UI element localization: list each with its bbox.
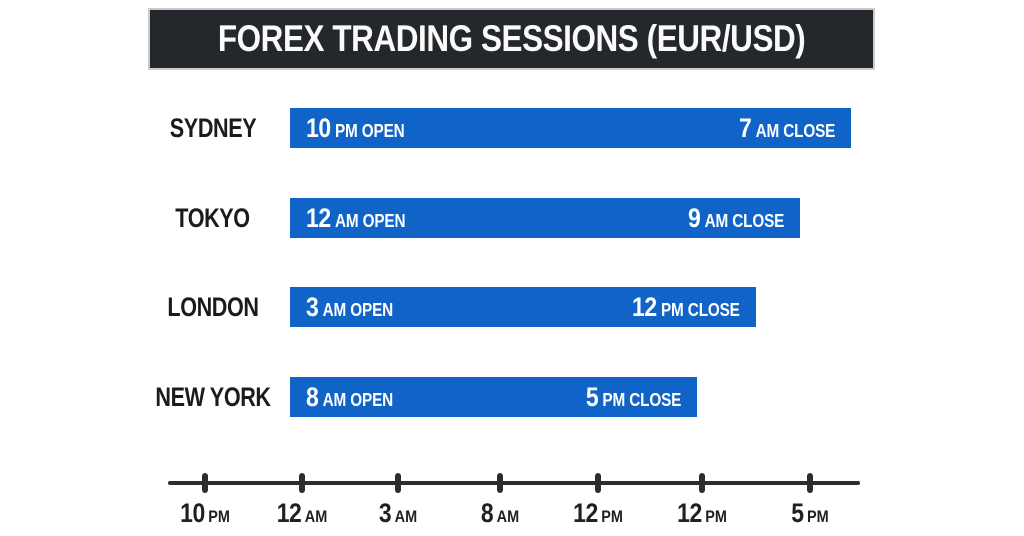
axis-tick-label: 12 PM bbox=[677, 498, 727, 529]
close-hour: 5 bbox=[585, 381, 599, 412]
tick-meridiem: AM bbox=[394, 507, 418, 526]
axis-tick bbox=[395, 473, 401, 493]
time-axis: 10 PM 12 AM 3 AM 8 AM 12 PM 12 PM 5 PM bbox=[168, 462, 860, 532]
close-word: CLOSE bbox=[783, 120, 835, 141]
close-meridiem: PM bbox=[661, 299, 684, 320]
title-bar: FOREX TRADING SESSIONS (EUR/USD) bbox=[148, 8, 875, 70]
session-row-new-york: NEW YORK 8 AM OPEN 5 PM CLOSE bbox=[0, 377, 1024, 417]
open-time-label: 12 AM OPEN bbox=[306, 202, 406, 234]
close-meridiem: AM bbox=[755, 120, 779, 141]
tick-meridiem: PM bbox=[208, 507, 230, 526]
page-title: FOREX TRADING SESSIONS (EUR/USD) bbox=[217, 18, 806, 59]
tick-meridiem: PM bbox=[705, 507, 727, 526]
axis-tick-label: 10 PM bbox=[180, 498, 230, 529]
open-time-label: 3 AM OPEN bbox=[306, 292, 393, 323]
open-hour: 10 bbox=[306, 112, 331, 143]
open-word: OPEN bbox=[350, 299, 393, 320]
city-label-london: LONDON bbox=[138, 287, 288, 327]
open-word: OPEN bbox=[361, 120, 405, 141]
session-bar-tokyo: 12 AM OPEN 9 AM CLOSE bbox=[290, 198, 800, 238]
session-bar-london: 3 AM OPEN 12 PM CLOSE bbox=[290, 287, 756, 327]
axis-tick-label: 12 PM bbox=[573, 498, 623, 529]
axis-tick bbox=[299, 473, 305, 493]
axis-line bbox=[168, 481, 860, 485]
open-meridiem: PM bbox=[334, 120, 358, 141]
close-meridiem: AM bbox=[704, 210, 728, 231]
axis-tick-label: 5 PM bbox=[791, 498, 828, 529]
city-label-new-york: NEW YORK bbox=[138, 377, 288, 417]
tick-hour: 12 bbox=[573, 498, 598, 528]
tick-hour: 5 bbox=[791, 498, 804, 528]
city-label-sydney: SYDNEY bbox=[138, 108, 288, 148]
close-time-label: 9 AM CLOSE bbox=[688, 203, 784, 234]
tick-meridiem: AM bbox=[496, 507, 520, 526]
tick-hour: 10 bbox=[180, 498, 205, 528]
axis-tick-label: 12 AM bbox=[277, 498, 328, 529]
city-label-text: NEW YORK bbox=[155, 381, 271, 412]
close-word: CLOSE bbox=[629, 389, 681, 410]
close-word: CLOSE bbox=[688, 299, 740, 320]
close-time-label: 7 AM CLOSE bbox=[739, 113, 835, 144]
open-hour: 12 bbox=[306, 202, 331, 233]
close-meridiem: PM bbox=[602, 389, 625, 410]
axis-tick-label: 8 AM bbox=[481, 498, 519, 529]
close-hour: 12 bbox=[632, 291, 658, 322]
tick-hour: 8 bbox=[480, 498, 494, 528]
close-time-label: 5 PM CLOSE bbox=[585, 381, 682, 413]
tick-meridiem: PM bbox=[807, 507, 829, 526]
axis-tick-label: 3 AM bbox=[379, 498, 417, 529]
session-bar-new-york: 8 AM OPEN 5 PM CLOSE bbox=[290, 377, 697, 417]
close-time-label: 12 PM CLOSE bbox=[632, 292, 740, 323]
session-row-london: LONDON 3 AM OPEN 12 PM CLOSE bbox=[0, 287, 1024, 327]
tick-meridiem: AM bbox=[304, 507, 328, 526]
open-word: OPEN bbox=[362, 210, 406, 231]
axis-tick bbox=[497, 473, 503, 493]
axis-tick bbox=[595, 473, 601, 493]
city-label-text: SYDNEY bbox=[169, 112, 257, 143]
axis-tick bbox=[807, 473, 813, 493]
city-label-text: TOKYO bbox=[175, 202, 251, 233]
open-time-label: 8 AM OPEN bbox=[306, 382, 393, 413]
open-time-label: 10 PM OPEN bbox=[306, 112, 405, 144]
close-hour: 9 bbox=[687, 202, 701, 233]
tick-hour: 12 bbox=[276, 498, 302, 528]
open-meridiem: AM bbox=[322, 389, 347, 410]
open-word: OPEN bbox=[350, 389, 393, 410]
open-hour: 3 bbox=[306, 291, 319, 322]
open-meridiem: AM bbox=[334, 210, 359, 231]
tick-hour: 12 bbox=[677, 498, 702, 528]
city-label-tokyo: TOKYO bbox=[138, 198, 288, 238]
city-label-text: LONDON bbox=[167, 291, 259, 322]
tick-meridiem: PM bbox=[601, 507, 623, 526]
session-row-sydney: SYDNEY 10 PM OPEN 7 AM CLOSE bbox=[0, 108, 1024, 148]
close-word: CLOSE bbox=[732, 210, 784, 231]
open-meridiem: AM bbox=[322, 299, 347, 320]
open-hour: 8 bbox=[306, 381, 319, 412]
session-bar-sydney: 10 PM OPEN 7 AM CLOSE bbox=[290, 108, 851, 148]
tick-hour: 3 bbox=[378, 498, 392, 528]
axis-tick bbox=[202, 473, 208, 493]
close-hour: 7 bbox=[738, 112, 752, 143]
axis-tick bbox=[699, 473, 705, 493]
session-row-tokyo: TOKYO 12 AM OPEN 9 AM CLOSE bbox=[0, 198, 1024, 238]
